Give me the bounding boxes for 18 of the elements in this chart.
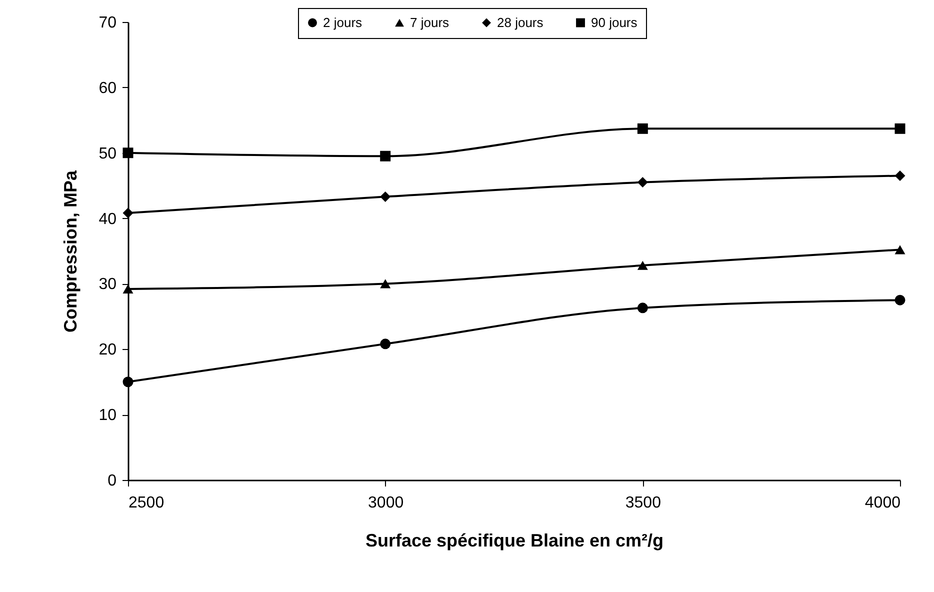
y-tick-label: 10 [98,407,117,424]
y-tick-label: 0 [108,472,117,490]
legend-label: 90 jours [591,14,638,30]
x-tick-label: 2500 [128,494,164,512]
legend-label: 2 jours [323,14,363,30]
x-axis-title: Surface spécifique Blaine en cm²/g [365,530,664,550]
y-tick-label: 30 [98,276,117,294]
x-tick-label: 3000 [368,494,404,512]
y-tick-label: 60 [98,80,117,97]
y-tick-label: 20 [98,342,117,359]
legend-label: 7 jours [410,14,450,30]
x-tick-label: 3500 [625,494,662,512]
x-tick-label: 4000 [864,494,901,512]
legend-label: 28 jours [497,14,544,30]
y-tick-label: 70 [98,14,117,32]
y-axis-title: Compression, MPa [60,170,81,333]
y-tick-label: 40 [98,210,117,228]
y-tick-label: 50 [98,145,117,162]
